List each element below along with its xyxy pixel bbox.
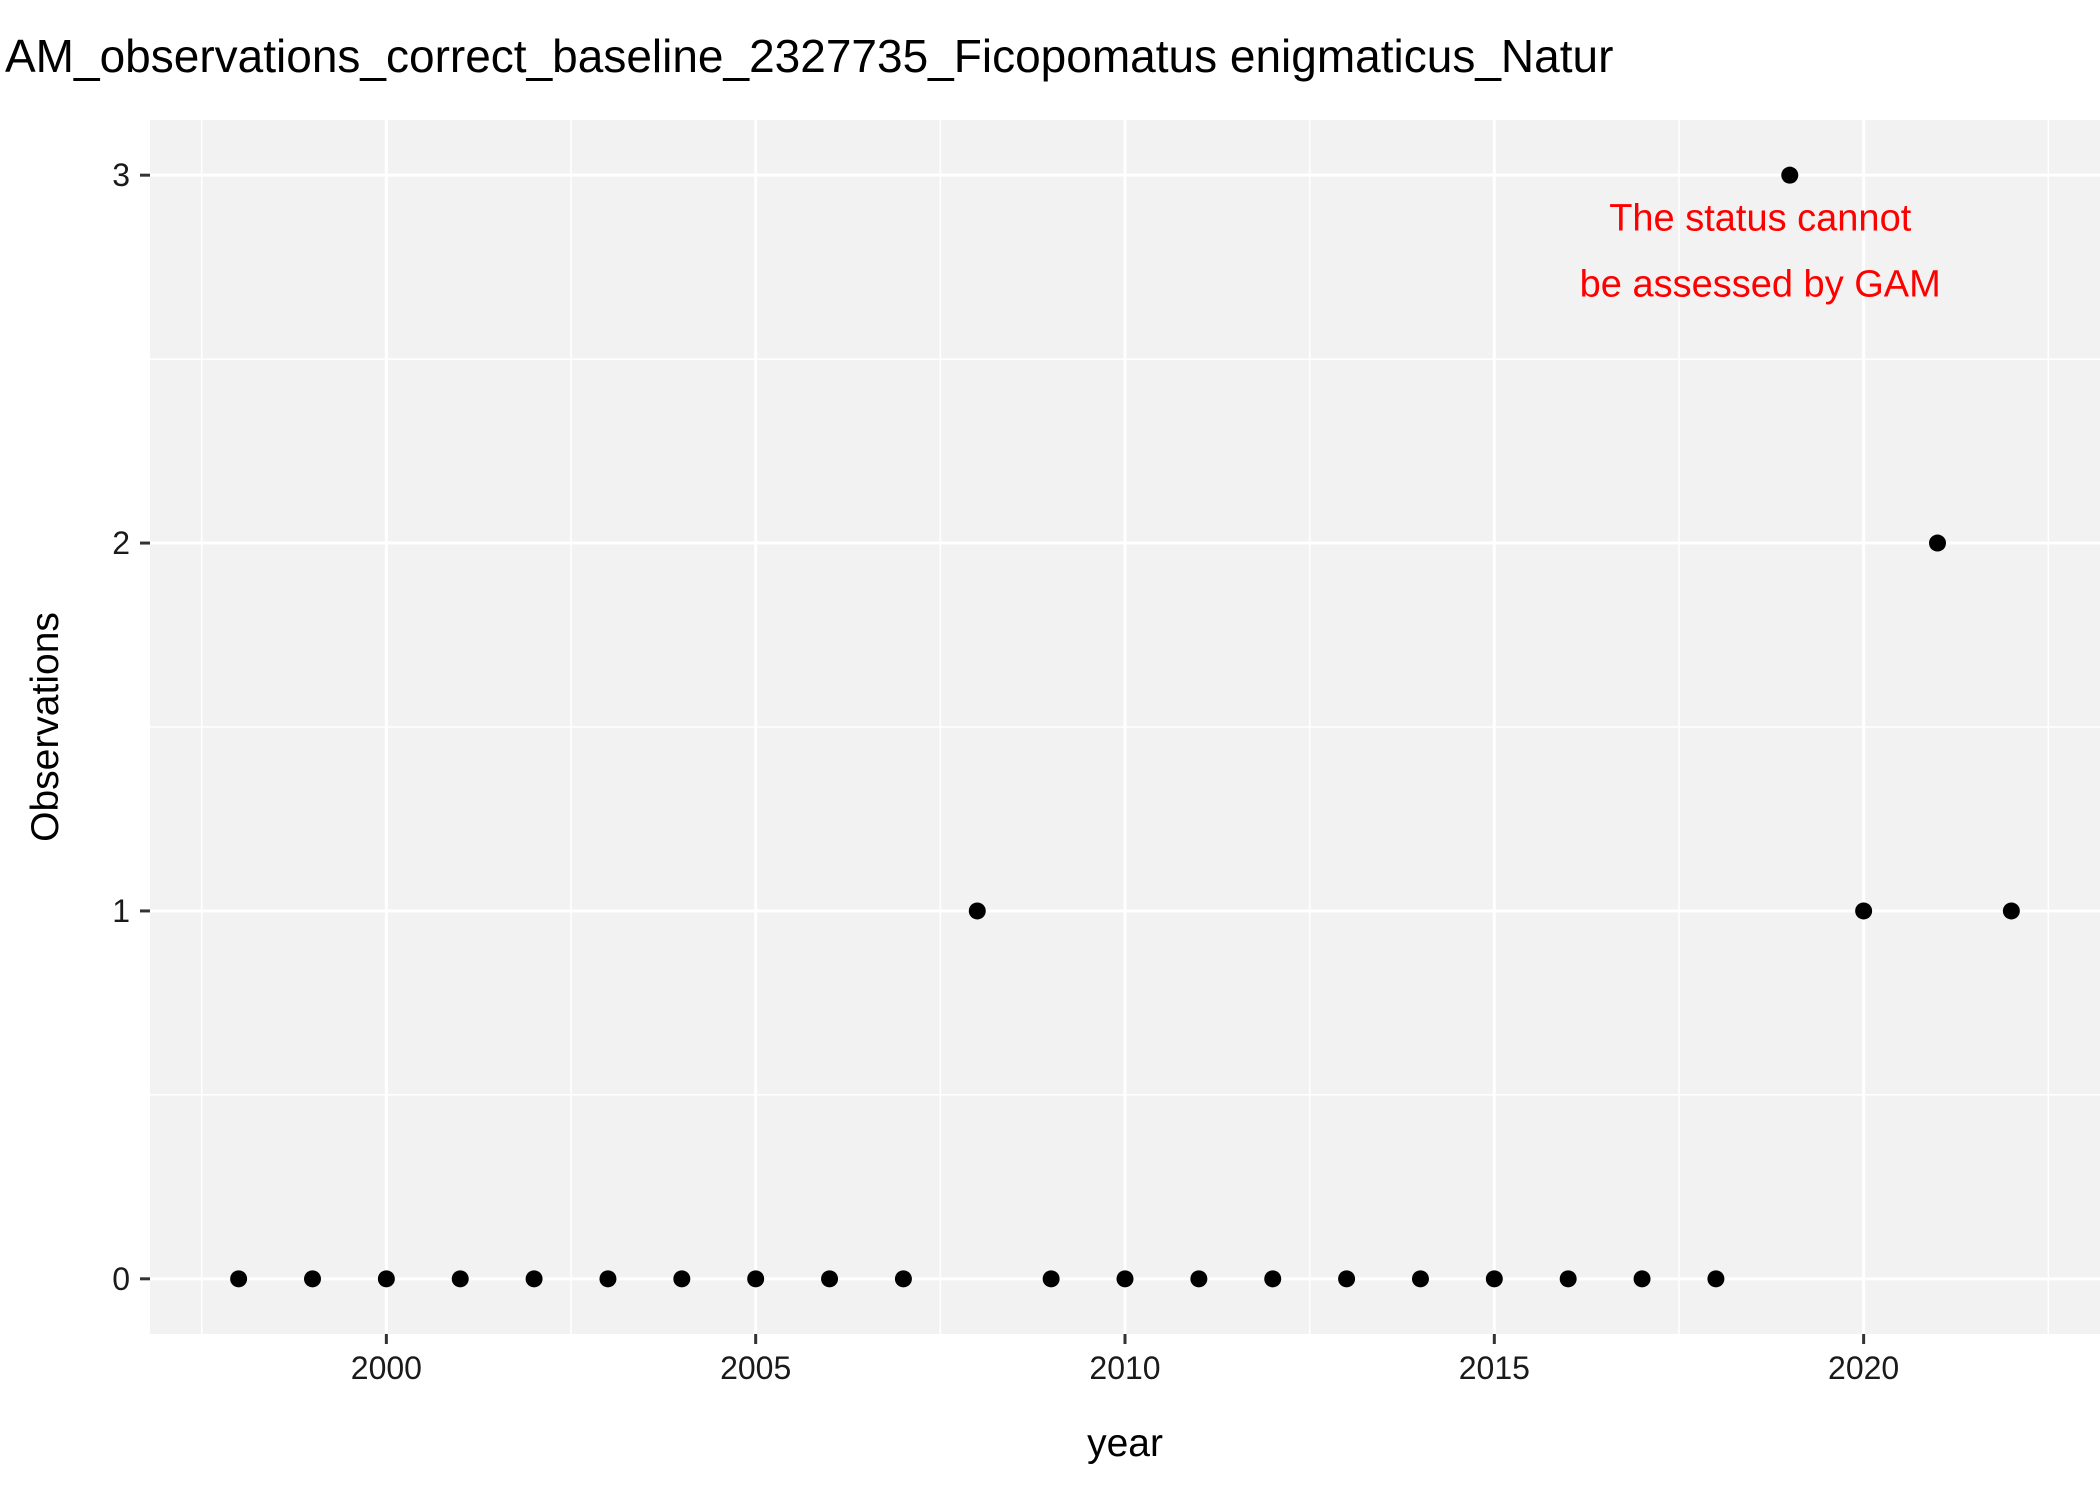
x-tick-label: 2010 bbox=[1089, 1350, 1160, 1386]
data-point bbox=[304, 1270, 321, 1288]
data-point bbox=[1781, 166, 1799, 184]
data-point bbox=[1042, 1270, 1060, 1288]
data-point bbox=[377, 1270, 395, 1288]
chart-title: AM_observations_correct_baseline_2327735… bbox=[5, 30, 1613, 82]
x-tick-label: 2005 bbox=[720, 1350, 791, 1386]
data-point bbox=[1485, 1270, 1503, 1288]
data-point bbox=[1116, 1270, 1134, 1288]
status-annotation: The status cannot be assessed by GAM bbox=[1580, 197, 1941, 305]
annotation-line: The status cannot bbox=[1609, 197, 1912, 239]
y-axis: 0 1 2 3 bbox=[112, 157, 150, 1297]
x-tick-label: 2015 bbox=[1459, 1350, 1530, 1386]
data-point bbox=[1264, 1270, 1282, 1288]
x-tick-label: 2000 bbox=[351, 1350, 422, 1386]
data-point bbox=[1190, 1270, 1208, 1288]
x-axis-title: year bbox=[1087, 1422, 1163, 1465]
data-point bbox=[1411, 1270, 1429, 1288]
data-point bbox=[673, 1270, 691, 1288]
data-point bbox=[968, 902, 986, 920]
data-point bbox=[230, 1270, 248, 1288]
data-point bbox=[2002, 902, 2020, 920]
data-point bbox=[894, 1270, 912, 1288]
data-points bbox=[230, 166, 2020, 1288]
y-tick-label: 1 bbox=[112, 893, 130, 929]
data-point bbox=[1338, 1270, 1356, 1288]
data-point bbox=[1929, 534, 1946, 552]
data-point bbox=[451, 1270, 469, 1288]
data-point bbox=[599, 1270, 617, 1288]
data-point bbox=[1633, 1270, 1651, 1288]
y-axis-title: Observations bbox=[24, 612, 67, 842]
data-point bbox=[821, 1270, 839, 1288]
y-tick-label: 0 bbox=[112, 1261, 130, 1297]
y-tick-label: 2 bbox=[112, 525, 130, 561]
data-point bbox=[1855, 902, 1873, 920]
major-gridlines bbox=[150, 120, 2100, 1334]
x-axis: 2000 2005 2010 2015 2020 bbox=[351, 1334, 1899, 1386]
x-tick-label: 2020 bbox=[1828, 1350, 1899, 1386]
annotation-line: be assessed by GAM bbox=[1580, 263, 1941, 305]
data-point bbox=[1559, 1270, 1577, 1288]
data-point bbox=[1707, 1270, 1725, 1288]
data-point bbox=[747, 1270, 765, 1288]
y-tick-label: 3 bbox=[112, 157, 130, 193]
data-point bbox=[525, 1270, 543, 1288]
